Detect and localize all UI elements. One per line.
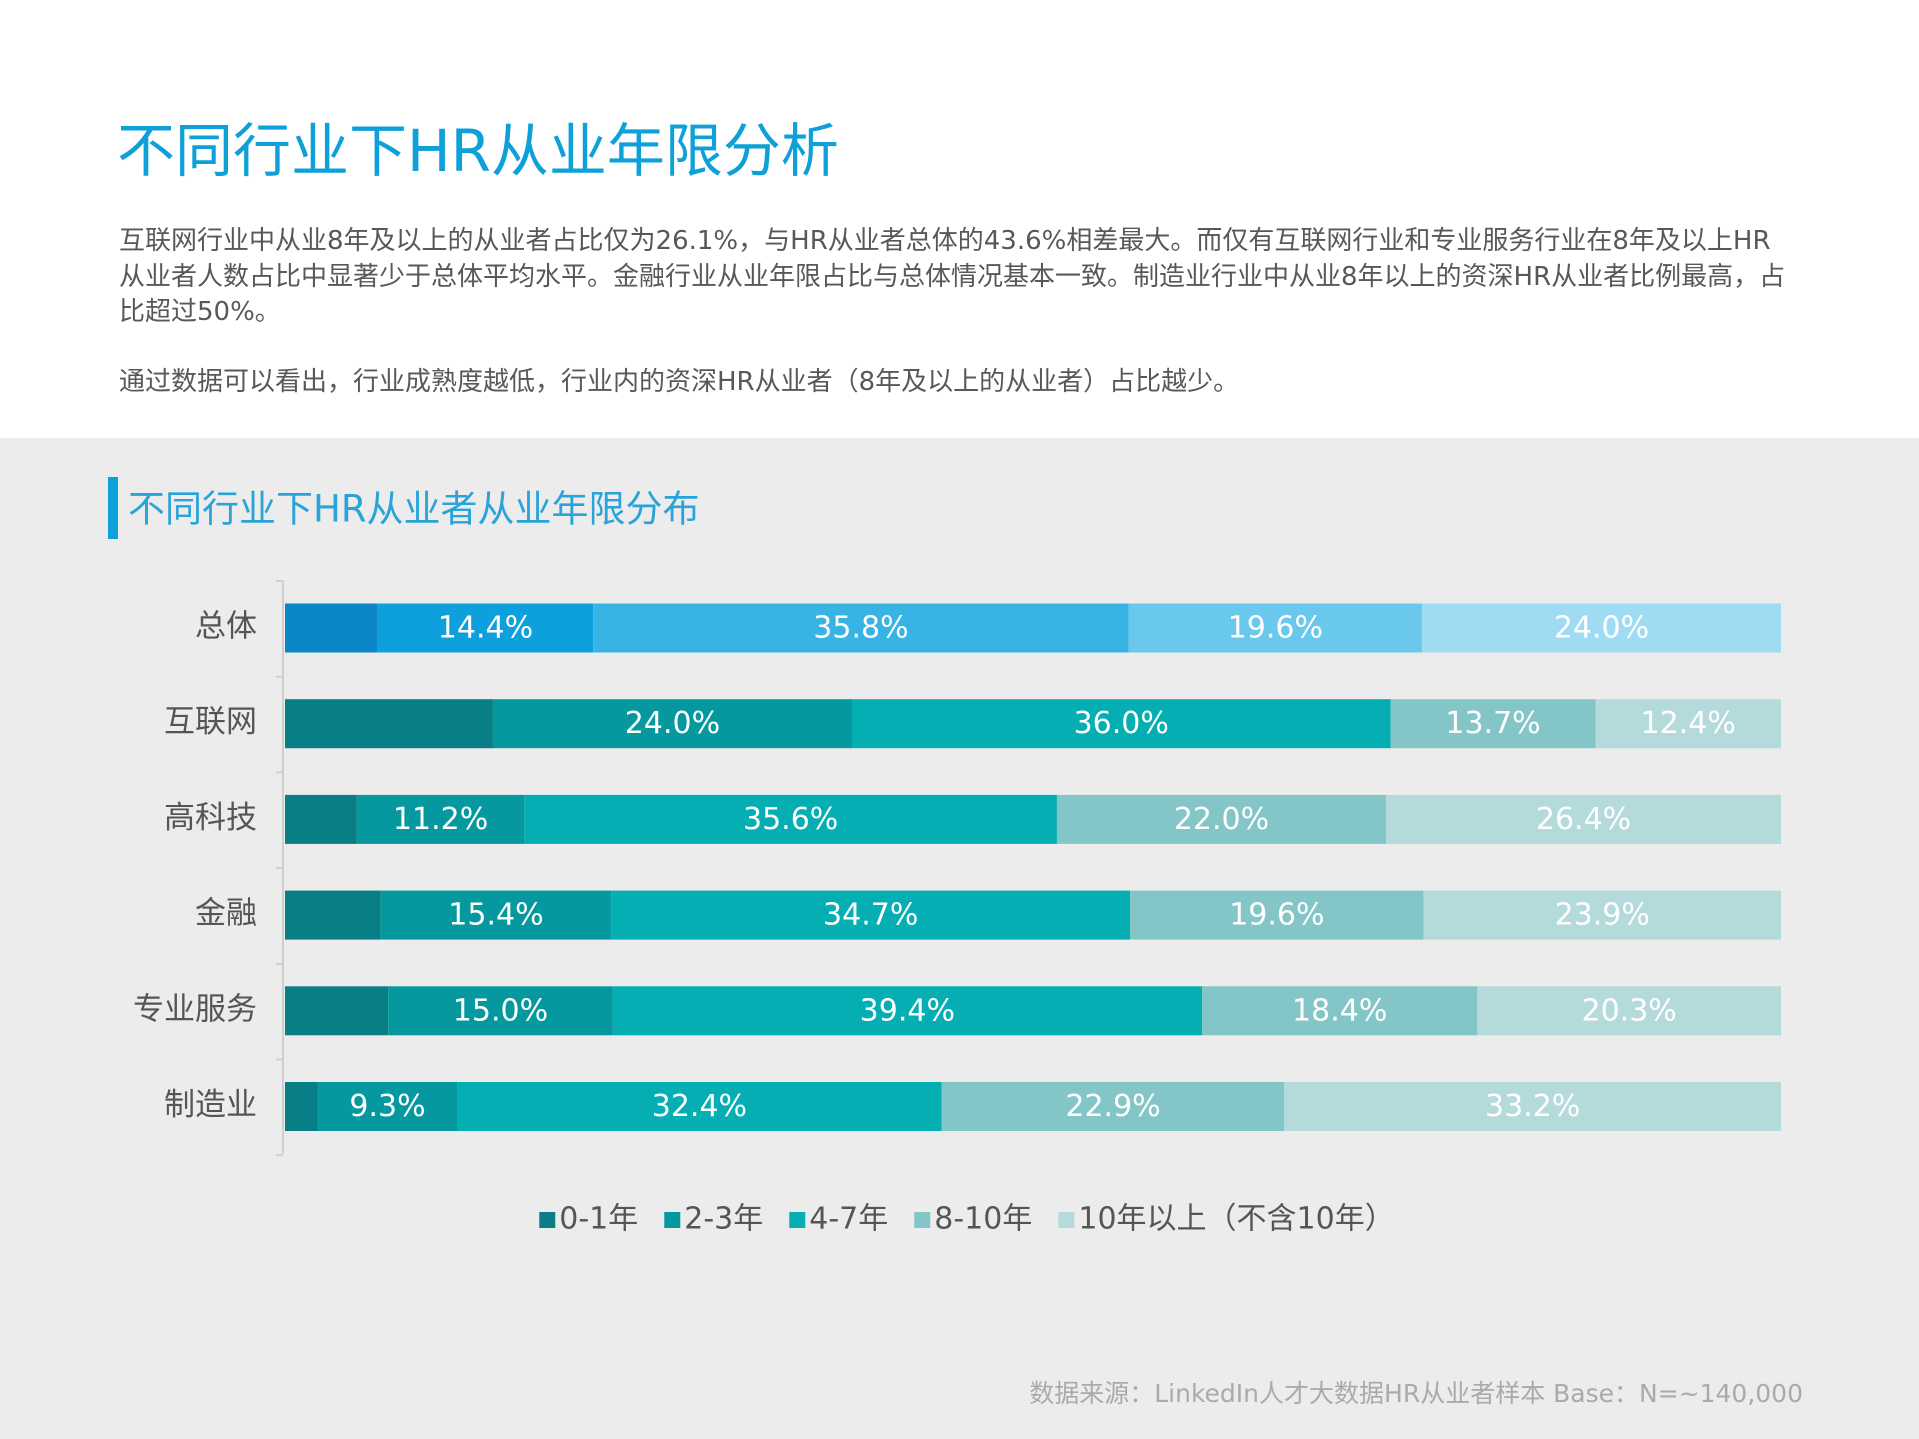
bar-segment <box>524 794 1057 844</box>
bar-segment <box>941 1082 1285 1131</box>
bar-segment <box>285 794 357 844</box>
bar-segment <box>1202 986 1478 1036</box>
value-label: 35.6% <box>743 802 838 837</box>
value-label: 23.9% <box>1555 898 1650 933</box>
bar-segment <box>593 603 1129 653</box>
value-label: 26.4% <box>1536 802 1631 837</box>
legend-swatch <box>789 1212 806 1228</box>
category-label: 高科技 <box>164 800 257 836</box>
value-label: 12.4% <box>1641 706 1736 741</box>
legend-swatch <box>1058 1212 1075 1228</box>
value-label: 22.9% <box>1065 1089 1160 1124</box>
bar-segment <box>356 794 525 844</box>
bar-segment <box>1421 603 1781 653</box>
bar-segment <box>1595 699 1781 749</box>
legend-swatch <box>664 1212 681 1228</box>
value-label: 13.7% <box>1445 706 1540 741</box>
legend-label: 0-1年 <box>559 1202 638 1237</box>
value-label: 19.6% <box>1229 898 1324 933</box>
bar-segment <box>1130 890 1424 940</box>
bar-segment <box>457 1082 942 1131</box>
value-label: 35.8% <box>813 611 908 646</box>
bar-segment <box>612 986 1203 1036</box>
category-label: 制造业 <box>164 1087 257 1123</box>
chart-title: 不同行业下HR从业者从业年限分布 <box>128 488 700 531</box>
value-label: 9.3% <box>349 1089 425 1124</box>
value-label: 11.2% <box>393 802 488 837</box>
legend-swatch <box>914 1212 931 1228</box>
value-label: 15.4% <box>448 898 543 933</box>
value-label: 33.2% <box>1485 1089 1580 1124</box>
legend-label: 4-7年 <box>809 1202 888 1237</box>
legend-swatch <box>539 1212 556 1228</box>
bar-segment <box>492 699 852 749</box>
legend-label: 2-3年 <box>684 1202 763 1237</box>
legend-label: 10年以上（不含10年） <box>1078 1202 1394 1237</box>
category-label: 总体 <box>195 609 257 645</box>
header: 不同行业下HR从业年限分析 互联网行业中从业8年及以上的从业者占比仅为26.1%… <box>0 0 1919 438</box>
legend-label: 8-10年 <box>934 1202 1032 1237</box>
value-label: 34.7% <box>823 898 918 933</box>
bar-segment <box>611 890 1131 940</box>
bar-segment <box>1477 986 1781 1036</box>
bar-segment <box>1128 603 1422 653</box>
bar-segment <box>285 699 493 749</box>
value-label: 22.0% <box>1174 802 1269 837</box>
bar-segment <box>1284 1082 1781 1131</box>
category-label: 专业服务 <box>133 991 257 1027</box>
paragraph: 通过数据可以看出，行业成熟度越低，行业内的资深HR从业者（8年及以上的从业者）占… <box>119 367 1240 397</box>
bar-segment <box>851 699 1391 749</box>
bar-segment <box>1386 794 1781 844</box>
bar-segment <box>317 1082 458 1131</box>
paragraph: 互联网行业中从业8年及以上的从业者占比仅为26.1%，与HR从业者总体的43.6… <box>119 226 1786 327</box>
value-label: 14.4% <box>438 611 533 646</box>
bar-segment <box>285 890 381 940</box>
bar-segment <box>377 603 594 653</box>
value-label: 18.4% <box>1292 993 1387 1028</box>
bar-segment <box>285 986 389 1036</box>
title-accent <box>108 477 118 539</box>
bar-segment <box>388 986 613 1036</box>
bar-segment <box>285 1082 318 1131</box>
bar-segment <box>1423 890 1781 940</box>
source-note: 数据来源：LinkedIn人才大数据HR从业者样本 Base：N=~140,00… <box>1029 1379 1803 1408</box>
category-label: 金融 <box>195 896 257 932</box>
value-label: 39.4% <box>860 993 955 1028</box>
value-label: 24.0% <box>1554 611 1649 646</box>
value-label: 32.4% <box>652 1089 747 1124</box>
bar-segment <box>1056 794 1387 844</box>
value-label: 19.6% <box>1228 611 1323 646</box>
bar-segment <box>380 890 612 940</box>
page-title: 不同行业下HR从业年限分析 <box>117 117 839 185</box>
category-label: 互联网 <box>164 704 257 740</box>
chart: 不同行业下HR从业者从业年限分布 数据来源：LinkedIn人才大数据HR从业者… <box>0 438 1919 1439</box>
value-label: 36.0% <box>1074 706 1169 741</box>
value-label: 15.0% <box>453 993 548 1028</box>
bar-segment <box>1390 699 1596 749</box>
value-label: 24.0% <box>625 706 720 741</box>
bar-segment <box>285 603 378 653</box>
value-label: 20.3% <box>1581 993 1676 1028</box>
